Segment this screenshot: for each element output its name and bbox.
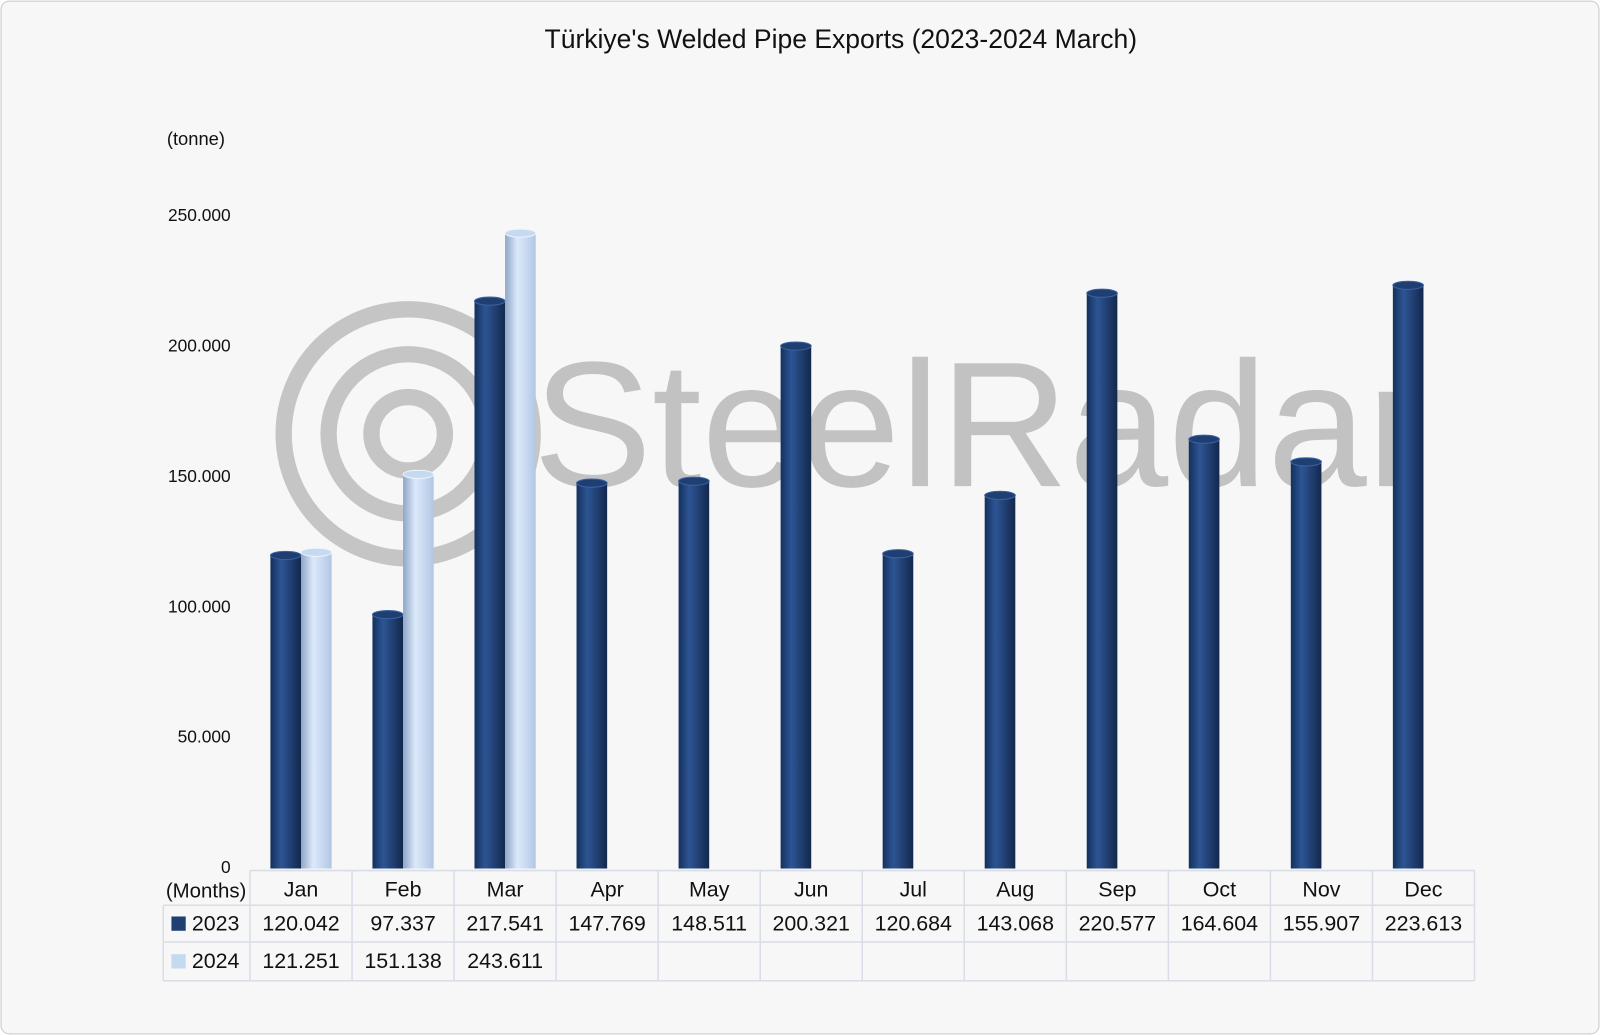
x-tick-label: Dec (1404, 878, 1442, 902)
y-tick-label: 250.000 (168, 205, 231, 225)
bar (576, 483, 608, 869)
x-tick-label: Aug (996, 878, 1034, 902)
y-tick-label: 150.000 (168, 466, 231, 486)
value-label: 217.541 (466, 911, 543, 935)
y-tick-label: 100.000 (168, 596, 231, 616)
bar (301, 552, 332, 869)
y-axis-label: (tonne) (167, 128, 225, 149)
bar-cap (1086, 288, 1118, 298)
bar (1188, 439, 1220, 869)
value-label: 243.611 (467, 949, 543, 973)
value-label: 223.613 (1385, 911, 1462, 935)
value-label: 120.042 (262, 911, 339, 935)
x-tick-label: Mar (487, 878, 524, 902)
bar (780, 346, 812, 869)
bar (882, 553, 914, 869)
x-tick-label: Feb (385, 878, 422, 902)
legend-swatch (171, 954, 186, 969)
value-label: 143.068 (977, 911, 1054, 935)
legend-label: 2023 (192, 911, 240, 935)
bar-cap (882, 549, 914, 559)
value-label: 120.684 (875, 911, 952, 935)
value-label: 97.337 (370, 911, 435, 935)
x-tick-label: Apr (590, 878, 623, 902)
bar (403, 474, 434, 869)
bar-cap (371, 610, 404, 620)
x-axis-label: (Months) (166, 880, 246, 902)
bar-cap (402, 469, 435, 479)
x-tick-label: Jul (900, 878, 927, 902)
x-tick-label: Oct (1203, 878, 1236, 902)
bar (1290, 461, 1322, 869)
bar (678, 481, 710, 869)
bar-cap (1392, 280, 1424, 290)
bar-cap (300, 547, 333, 557)
x-tick-label: Jun (794, 878, 829, 902)
bar-cap (269, 550, 302, 561)
bar-cap (780, 341, 812, 351)
bar-cap (1188, 434, 1220, 444)
y-tick-label: 200.000 (168, 335, 231, 355)
legend-swatch (171, 916, 186, 931)
bar-cap (576, 478, 608, 488)
x-tick-label: Nov (1302, 878, 1340, 902)
chart-title: Türkiye's Welded Pipe Exports (2023-2024… (545, 24, 1138, 54)
bar (1086, 293, 1118, 869)
bar-cap (1290, 457, 1322, 467)
value-label: 121.251 (262, 949, 339, 973)
value-label: 147.769 (568, 911, 645, 935)
value-label: 155.907 (1283, 911, 1360, 935)
bar (372, 614, 404, 869)
bar-cap (678, 476, 710, 486)
bar-cap (504, 228, 537, 238)
bar (474, 301, 506, 869)
x-tick-label: Jan (284, 878, 319, 902)
y-tick-label: 50.000 (178, 727, 231, 747)
x-tick-label: May (689, 878, 730, 902)
y-tick-label: 0 (221, 857, 231, 877)
value-label: 164.604 (1181, 911, 1258, 935)
legend-label: 2024 (192, 949, 240, 973)
value-label: 220.577 (1079, 911, 1156, 935)
bar-cap (984, 490, 1016, 500)
x-tick-label: Sep (1098, 878, 1136, 902)
value-label: 200.321 (773, 911, 850, 935)
bar-cap (473, 296, 506, 306)
bar (270, 555, 302, 869)
bar (1392, 285, 1424, 869)
bar (505, 233, 536, 869)
value-label: 148.511 (671, 911, 747, 935)
bar (984, 495, 1016, 869)
value-label: 151.138 (364, 949, 441, 973)
